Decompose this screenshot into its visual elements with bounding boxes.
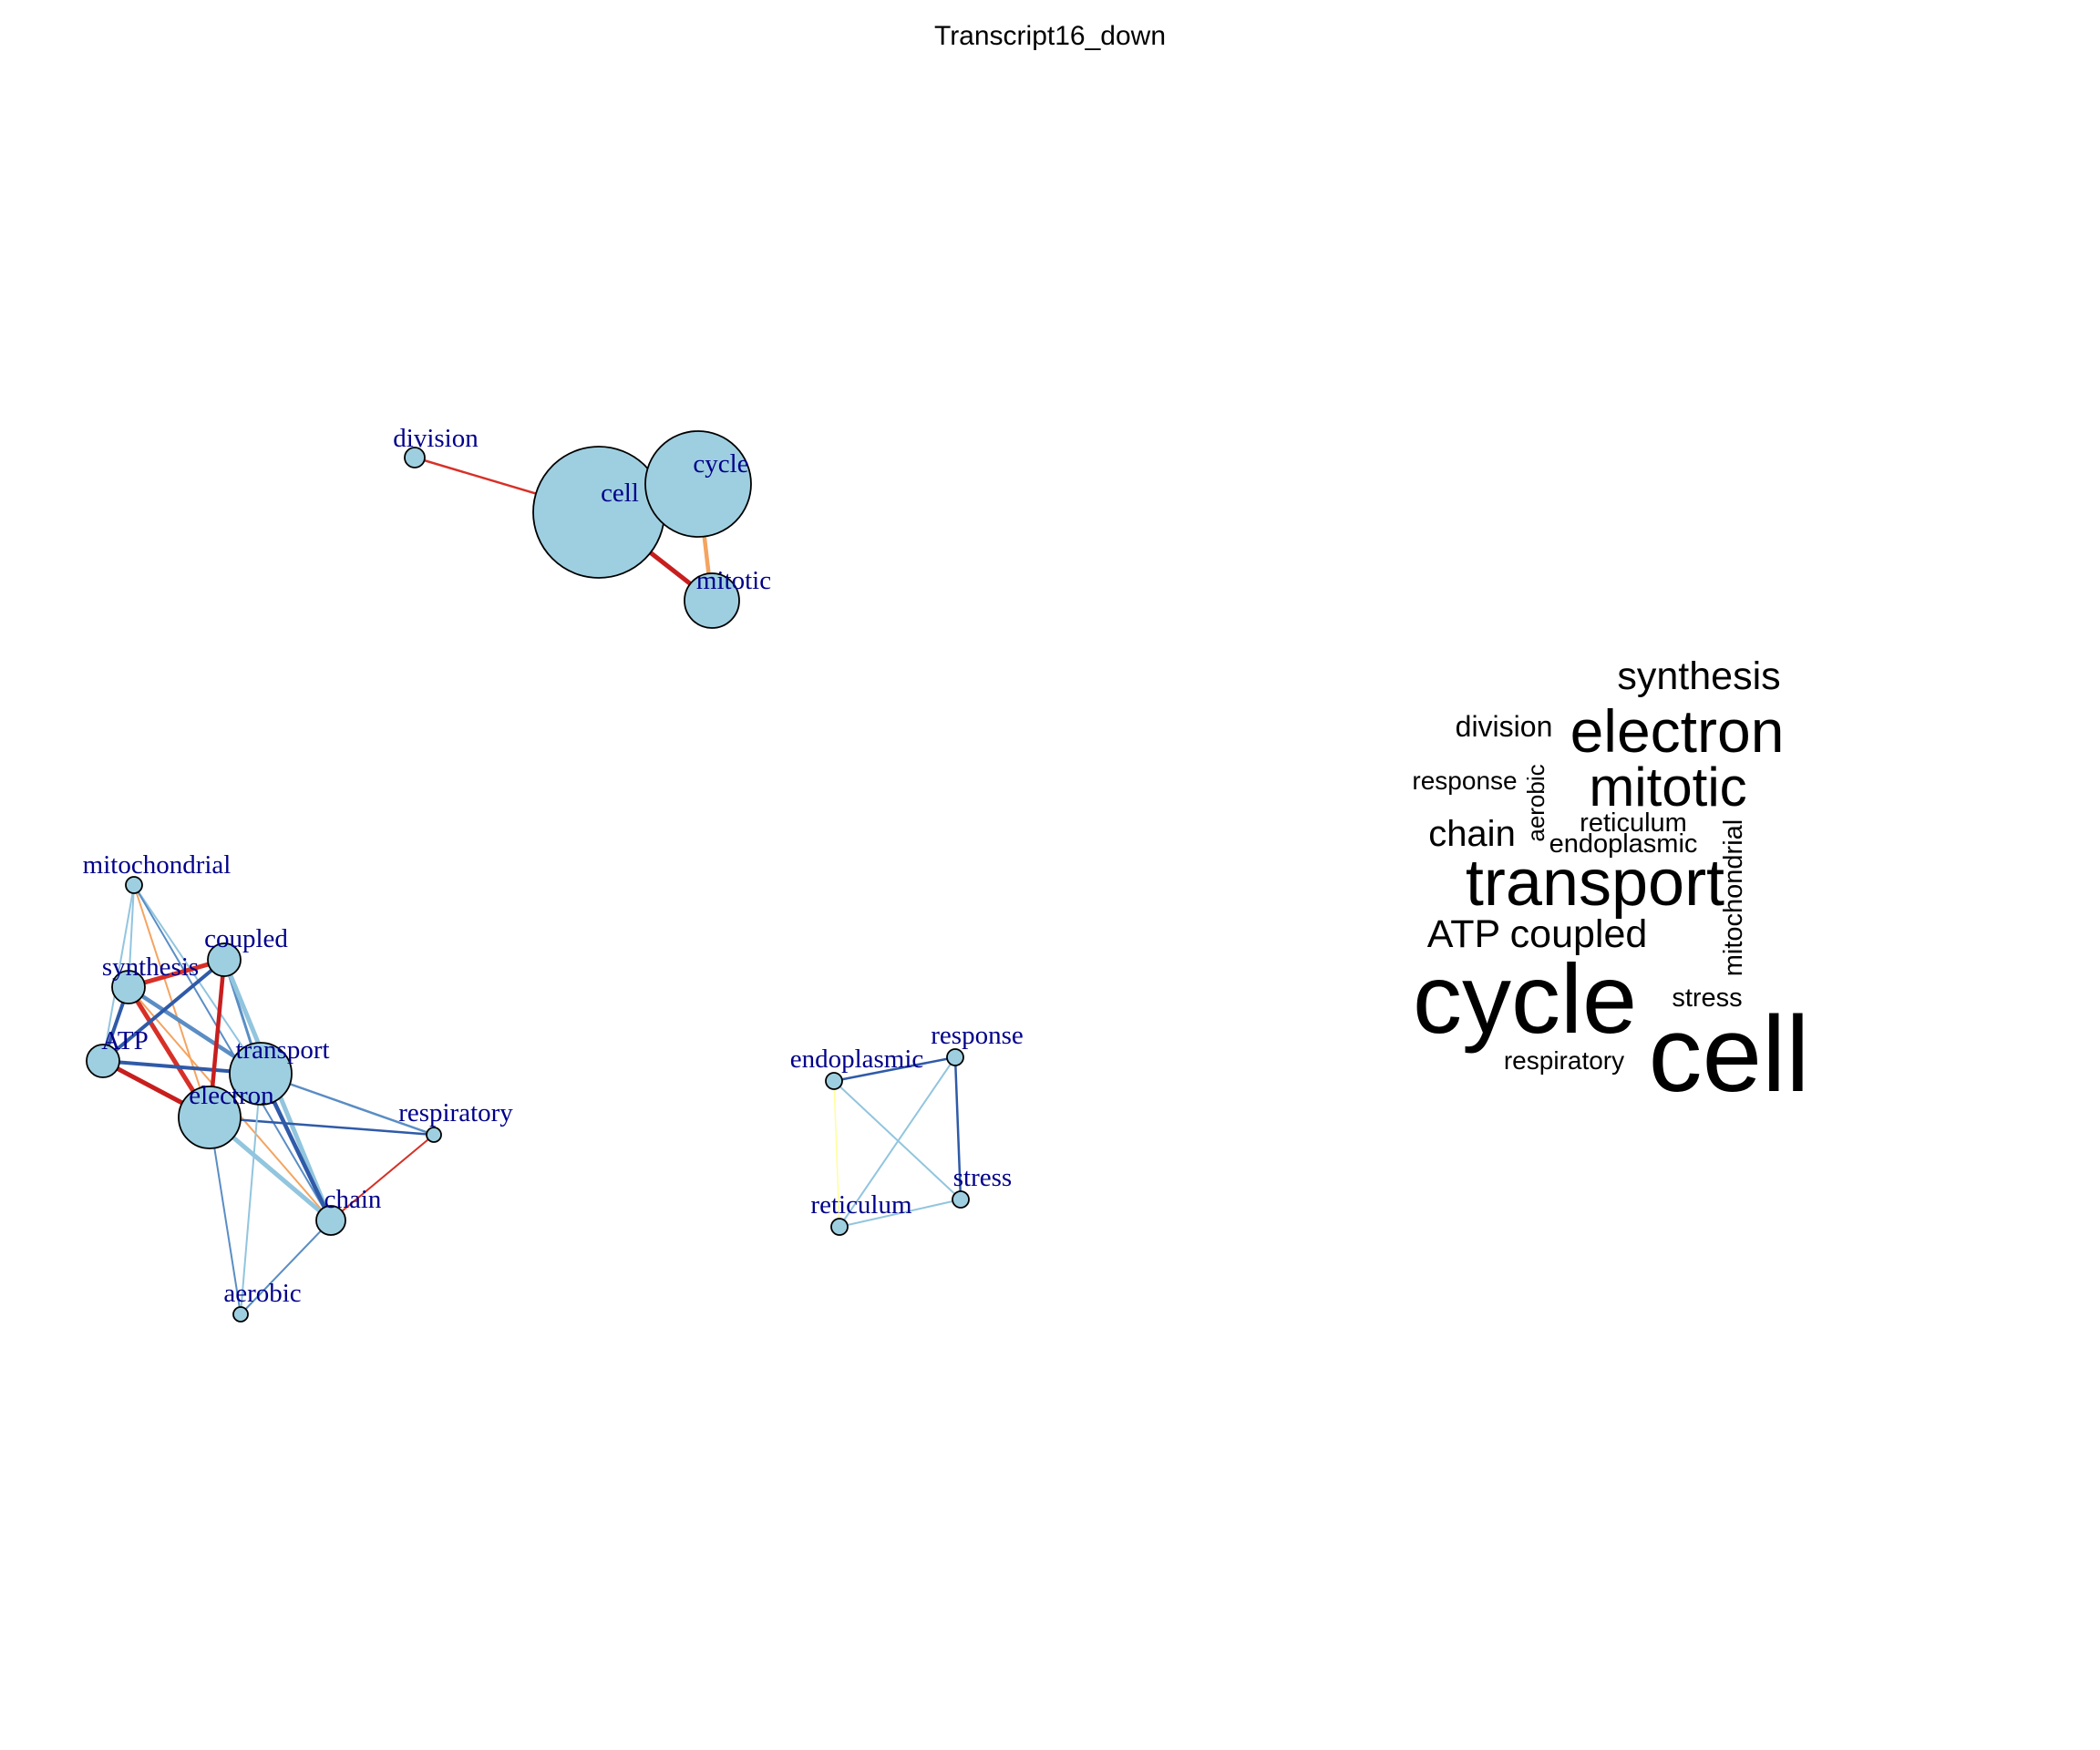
node-mitotic [684,572,740,629]
edge-ATP-coupled [101,958,226,1063]
cloud-word-mitochondrial: mitochondrial [1719,819,1748,976]
edge-chain-aerobic [240,1220,332,1315]
node-label-reticulum: reticulum [810,1190,912,1220]
edge-transport-aerobic [240,1073,262,1315]
word-cloud: synthesis division electron response aerobic… [1412,654,1809,1115]
node-division [404,447,426,468]
node-label-coupled: coupled [204,924,288,953]
edge-endoplasmic-reticulum [833,1080,840,1228]
node-ATP [86,1044,120,1078]
cloud-word-transport: transport [1466,847,1724,920]
network-edges [101,456,962,1315]
node-response [946,1048,964,1066]
cloud-word-synthesis: synthesis [1617,654,1780,698]
node-cell [532,446,665,579]
cloud-word-coupled: coupled [1510,912,1648,956]
cloud-word-endoplasmic: endoplasmic [1549,829,1698,859]
edge-response-reticulum [839,1056,956,1228]
node-aerobic [232,1306,249,1323]
edge-respiratory-chain [330,1134,435,1221]
node-synthesis [111,970,146,1004]
node-label-division: division [393,424,479,453]
cloud-word-cell: cell [1648,994,1809,1115]
cloud-word-aerobic: aerobic [1522,764,1549,841]
node-endoplasmic [825,1072,843,1090]
cloud-word-division: division [1456,710,1553,743]
edge-reticulum-stress [839,1199,962,1228]
cloud-word-electron: electron [1570,697,1785,765]
cloud-word-response: response [1412,767,1517,795]
node-label-cycle: cycle [693,449,748,479]
node-label-response: response [931,1021,1023,1050]
cloud-word-chain: chain [1428,814,1516,854]
edge-endoplasmic-stress [833,1080,962,1200]
edge-mitochondrial-ATP [102,884,135,1062]
figure-title: Transcript16_down [934,21,1166,51]
node-label-cell: cell [601,479,639,508]
node-label-chain: chain [324,1185,382,1214]
network-labels: division cell cycle mitotic mitochondrial cou… [83,424,1024,1308]
cloud-word-respiratory: respiratory [1504,1046,1624,1075]
node-mitochondrial [125,876,143,894]
node-chain [315,1205,346,1236]
cloud-word-stress: stress [1672,983,1742,1013]
node-label-synthesis: synthesis [102,952,199,982]
node-cycle [644,430,752,538]
node-label-mitochondrial: mitochondrial [83,850,232,880]
node-transport [229,1042,293,1106]
node-electron [178,1086,242,1149]
node-label-transport: transport [235,1035,329,1065]
edge-mitochondrial-transport [133,884,262,1075]
node-label-endoplasmic: endoplasmic [790,1045,924,1074]
node-label-stress: stress [953,1163,1012,1192]
edge-electron-aerobic [209,1117,242,1315]
edge-endoplasmic-response [833,1055,956,1083]
cloud-word-reticulum: reticulum [1580,808,1687,838]
node-label-ATP: ATP [101,1026,149,1055]
node-coupled [207,942,242,977]
node-label-electron: electron [189,1081,274,1110]
cloud-word-cycle: cycle [1413,943,1637,1054]
node-label-respiratory: respiratory [398,1098,513,1127]
node-label-aerobic: aerobic [223,1279,301,1308]
cloud-word-atp: ATP [1427,912,1500,956]
cloud-word-mitotic: mitotic [1589,757,1746,818]
node-stress [952,1190,970,1209]
node-label-mitotic: mitotic [696,566,771,595]
network-nodes [86,430,970,1323]
node-reticulum [830,1218,849,1236]
edge-response-stress [953,1056,962,1200]
edge-electron-respiratory [209,1116,435,1137]
node-respiratory [426,1127,442,1143]
